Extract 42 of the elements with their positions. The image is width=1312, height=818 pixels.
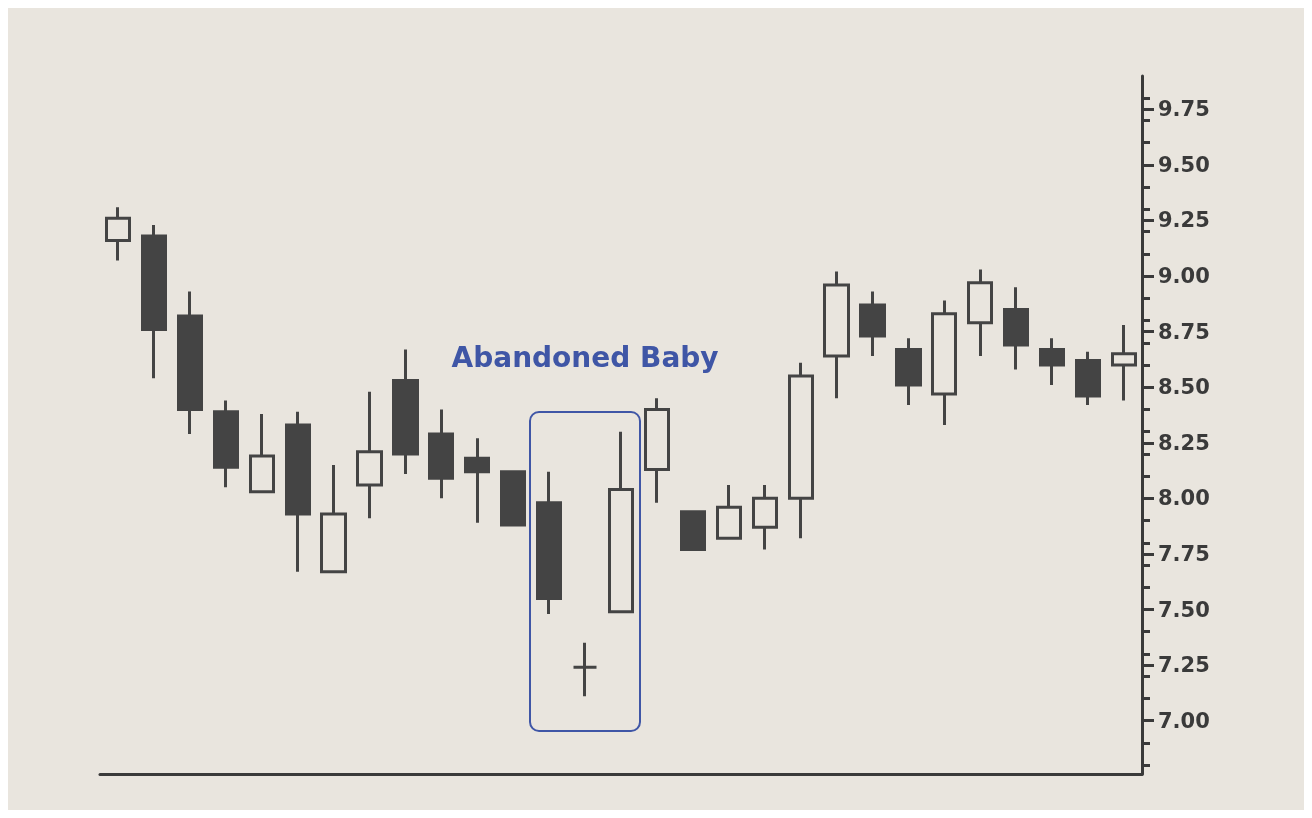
candlestick	[1039, 338, 1065, 385]
y-tick-label: 8.25	[1158, 430, 1210, 455]
candlestick	[177, 291, 203, 434]
candlestick	[249, 413, 275, 494]
candlestick	[105, 207, 131, 261]
candlestick	[213, 400, 239, 488]
candlestick	[356, 391, 383, 519]
candlestick	[428, 409, 454, 499]
candlestick	[464, 438, 490, 523]
y-tick-label: 9.75	[1158, 97, 1210, 122]
candlestick	[1003, 287, 1029, 370]
candlestick	[895, 338, 922, 405]
candlestick	[500, 470, 526, 527]
candlestick	[1111, 324, 1137, 401]
candlestick	[392, 349, 419, 474]
y-tick-label: 9.25	[1158, 208, 1210, 233]
candlestick	[931, 300, 957, 425]
candlestick	[320, 465, 347, 574]
y-tick-label: 7.25	[1158, 653, 1210, 678]
y-tick-label: 8.00	[1158, 486, 1210, 511]
y-tick-label: 7.75	[1158, 541, 1210, 566]
y-tick-label: 9.00	[1158, 264, 1210, 289]
candlestick	[536, 471, 562, 614]
candlestick	[1075, 351, 1101, 405]
candlestick	[608, 431, 634, 614]
y-tick-label: 7.00	[1158, 708, 1210, 733]
y-tick-label: 8.50	[1158, 375, 1210, 400]
y-tick-label: 8.75	[1158, 319, 1210, 344]
candlestick	[788, 362, 814, 539]
candlestick	[859, 291, 886, 357]
candlestick	[752, 485, 778, 550]
y-tick-label: 7.50	[1158, 597, 1210, 622]
candlestick	[967, 269, 993, 357]
y-tick-label: 9.50	[1158, 152, 1210, 177]
candlestick	[680, 510, 706, 551]
candlestick	[823, 271, 850, 399]
candlestick	[572, 642, 598, 697]
candlestick	[285, 411, 311, 572]
annotation: Abandoned Baby	[451, 341, 719, 375]
candlestick	[716, 485, 742, 540]
candlestick	[141, 224, 167, 379]
candlestick	[644, 398, 670, 503]
